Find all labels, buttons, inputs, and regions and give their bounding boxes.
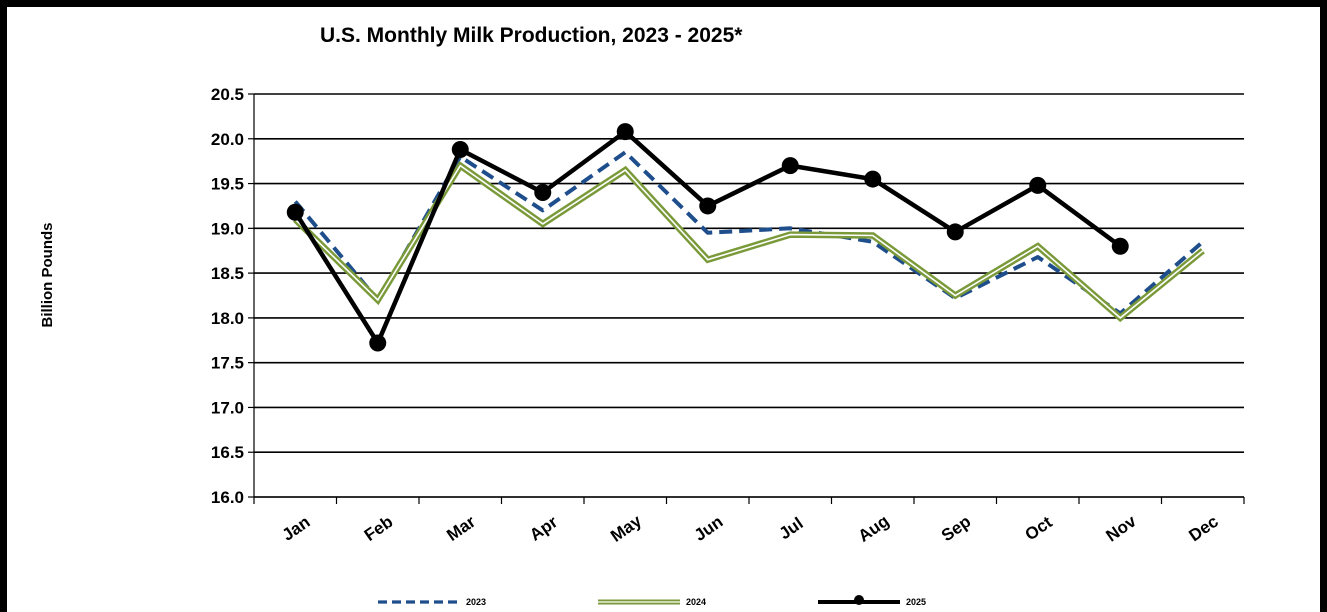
data-point-2025 xyxy=(1029,176,1047,194)
data-point-2025 xyxy=(534,184,552,202)
legend-item-2025: 2025 xyxy=(818,595,926,607)
y-tick-label: 16.0 xyxy=(211,488,244,507)
legend-marker xyxy=(854,595,864,605)
x-tick-label: Jan xyxy=(279,512,314,544)
y-axis-label: Billion Pounds xyxy=(39,223,56,328)
x-tick-label: Jun xyxy=(691,512,727,545)
y-tick-label: 19.0 xyxy=(211,219,244,238)
x-tick-label: May xyxy=(607,511,645,546)
data-point-2025 xyxy=(451,141,469,159)
x-tick-label: Jul xyxy=(776,514,807,544)
x-tick-label: Sep xyxy=(938,512,974,545)
legend-label: 2024 xyxy=(686,597,706,607)
y-tick-label: 20.0 xyxy=(211,130,244,149)
series-lines xyxy=(286,123,1205,352)
y-tick-label: 18.0 xyxy=(211,309,244,328)
y-tick-label: 17.5 xyxy=(211,354,244,373)
series-line-2024 xyxy=(293,160,1205,323)
y-tick-label: 17.0 xyxy=(211,398,244,417)
y-tick-label: 20.5 xyxy=(211,85,244,104)
x-tick-label: Mar xyxy=(443,512,479,545)
data-point-2025 xyxy=(616,123,634,141)
data-point-2025 xyxy=(946,223,964,241)
x-tick-label: Aug xyxy=(855,511,893,546)
y-tick-labels: 16.0 16.5 17.0 17.5 18.0 18.5 19.0 19.5 20.0 20.5 xyxy=(211,85,244,507)
data-point-2025 xyxy=(781,157,799,175)
legend-item-2023: 2023 xyxy=(378,597,486,607)
legend-label: 2023 xyxy=(466,597,486,607)
y-tick-label: 19.5 xyxy=(211,175,244,194)
x-tick-label: Apr xyxy=(526,512,561,545)
data-point-2025 xyxy=(864,170,882,188)
y-tick-label: 18.5 xyxy=(211,264,244,283)
legend-item-2024: 2024 xyxy=(598,597,706,607)
series-2024 xyxy=(293,160,1205,323)
data-point-2025 xyxy=(1111,237,1129,255)
legend: 2023 2024 2025 xyxy=(378,595,926,607)
legend-label: 2025 xyxy=(906,597,926,607)
x-tick-label: Feb xyxy=(361,512,397,545)
series-line-2023 xyxy=(293,150,1205,316)
x-tick-label: Oct xyxy=(1022,512,1056,544)
axes xyxy=(248,93,1245,504)
series-2025 xyxy=(286,123,1129,352)
series-line-center-2024 xyxy=(294,164,1204,319)
y-tick-label: 16.5 xyxy=(211,443,244,462)
chart-title: U.S. Monthly Milk Production, 2023 - 202… xyxy=(320,24,743,47)
x-tick-labels: Jan Feb Mar Apr May Jun Jul Aug Sep Oct Nov Dec xyxy=(279,511,1222,546)
data-point-2025 xyxy=(286,203,304,221)
data-point-2025 xyxy=(699,197,717,215)
x-tick-label: Nov xyxy=(1102,511,1140,545)
data-point-2025 xyxy=(369,334,387,352)
series-2023 xyxy=(293,150,1205,316)
x-tick-label: Dec xyxy=(1185,512,1221,545)
